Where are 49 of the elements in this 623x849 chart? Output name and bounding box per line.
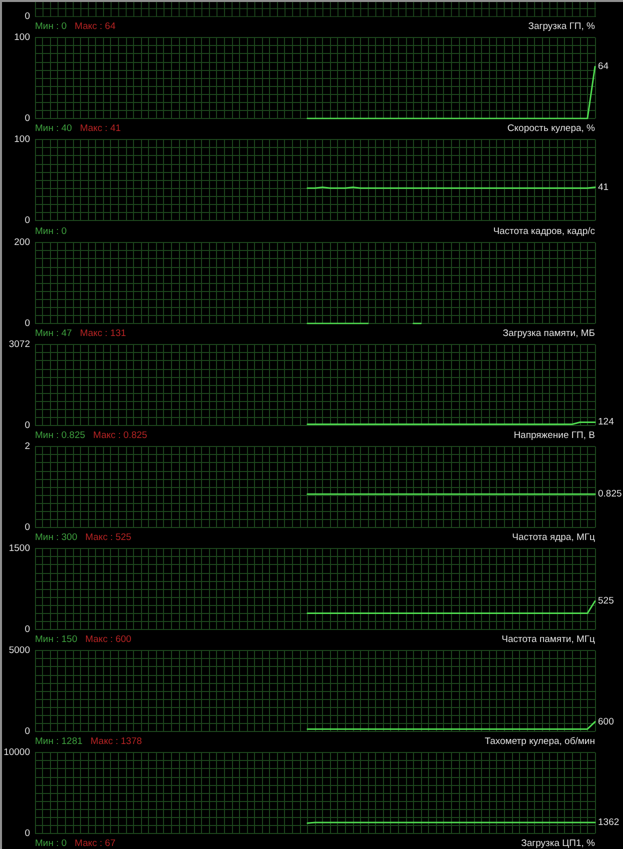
text: Мин : 0 [35, 837, 67, 849]
data-label: 525 [598, 595, 614, 606]
y-tick-label: 0 [24, 420, 30, 431]
chart-title: Частота памяти, МГц [502, 632, 595, 647]
chart-title: Напряжение ГП, В [514, 428, 595, 443]
text: Макс : 1378 [90, 735, 142, 749]
y-tick-label: 100 [14, 134, 30, 146]
data-label: 600 [598, 716, 614, 728]
text: Мин : 0 [35, 20, 67, 34]
chart-title: Частота ядра, МГц [512, 530, 595, 545]
y-tick-label: 0 [24, 828, 30, 839]
text: Мин : 47 [35, 326, 72, 341]
chart-title: Скорость кулера, % [507, 122, 595, 136]
data-label: 64 [598, 61, 609, 72]
text: Макс : 67 [74, 837, 116, 849]
text: Макс : 525 [85, 530, 132, 545]
data-label: 41 [598, 182, 609, 194]
y-tick-label: 5000 [8, 644, 30, 656]
y-tick-label: 0 [24, 726, 30, 737]
y-tick-label: 10000 [4, 747, 30, 758]
text: Мин : 0 [35, 224, 67, 238]
y-tick-label: 200 [14, 236, 30, 248]
text: Макс : 600 [85, 632, 132, 647]
chart-title: Загрузка памяти, МБ [502, 326, 595, 341]
text: Мин : 300 [35, 530, 78, 545]
y-tick-label: 0 [24, 522, 30, 533]
y-tick-label: 0 [24, 318, 30, 328]
y-tick-label: 1500 [8, 542, 30, 554]
text: Макс : 131 [80, 326, 126, 341]
chart-title: Тахометр кулера, об/мин [484, 735, 595, 749]
chart-title: Частота кадров, кадр/с [493, 224, 595, 238]
text: Мин : 0.825 [35, 428, 86, 443]
text: Загрузка ЦП1, % [521, 837, 595, 849]
y-tick-label: 2 [24, 440, 30, 452]
y-tick-label: 0 [24, 215, 30, 226]
data-label: 1362 [598, 816, 620, 828]
text: Макс : 41 [80, 122, 121, 136]
y-tick-label: 3072 [8, 338, 30, 350]
y-tick-label: 0 [24, 113, 30, 124]
text: Макс : 0.825 [93, 428, 148, 443]
text: Мин : 40 [35, 122, 72, 136]
y-tick-label: 0 [24, 624, 30, 635]
chart-title: Загрузка ГП, % [528, 20, 595, 34]
text: Мин : 150 [35, 632, 78, 647]
text: Макс : 64 [74, 20, 116, 34]
y-tick-label: 100 [14, 32, 30, 44]
text: Мин : 1281 [35, 735, 83, 749]
data-label: 0.825 [598, 488, 622, 500]
data-label: 124 [598, 416, 614, 428]
